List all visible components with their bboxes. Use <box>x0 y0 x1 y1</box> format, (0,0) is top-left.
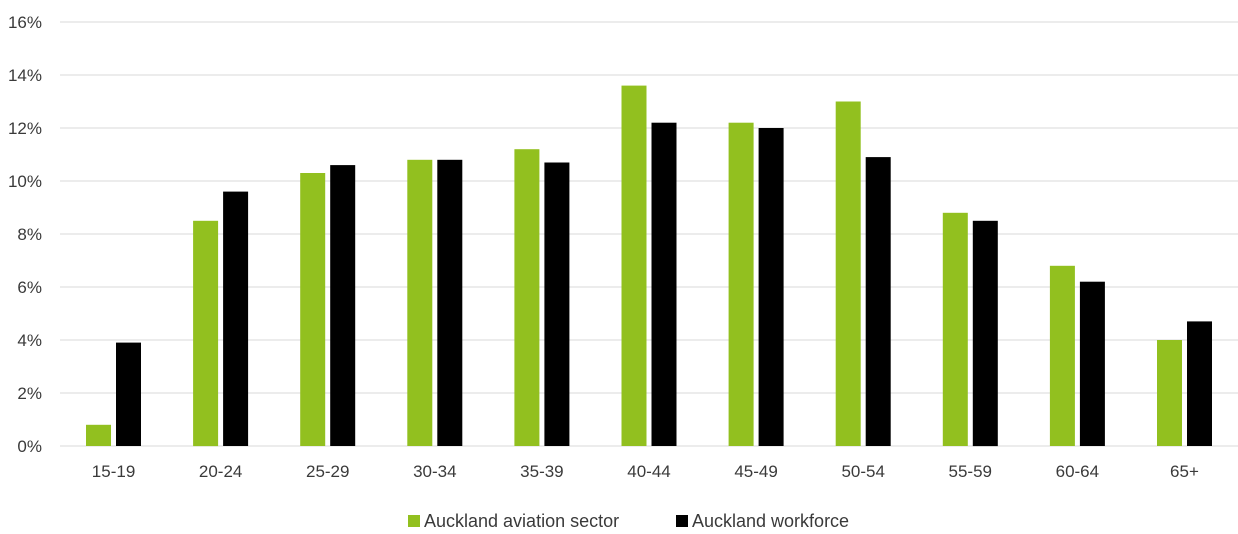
bars <box>86 85 1212 447</box>
bar-workforce-45-49 <box>758 128 784 446</box>
x-tick-label: 35-39 <box>520 462 563 481</box>
bar-workforce-30-34 <box>437 159 463 447</box>
x-tick-label: 20-24 <box>199 462 242 481</box>
bar-aviation-40-44 <box>621 85 647 446</box>
x-axis-tick-labels: 15-19 20-24 25-29 30-34 35-39 40-44 45-49 50-54… <box>92 462 1199 481</box>
y-tick-label: 6% <box>17 278 42 297</box>
bar-workforce-35-39 <box>544 162 570 446</box>
bar-workforce-25-29 <box>330 165 356 446</box>
bar-workforce-60-64 <box>1079 281 1105 446</box>
y-tick-label: 0% <box>17 437 42 456</box>
y-tick-label: 8% <box>17 225 42 244</box>
x-tick-label: 50-54 <box>841 462 884 481</box>
bar-aviation-30-34 <box>407 159 433 447</box>
legend-label-workforce: Auckland workforce <box>692 511 849 531</box>
x-tick-label: 15-19 <box>92 462 135 481</box>
legend-label-aviation: Auckland aviation sector <box>424 511 619 531</box>
y-tick-label: 2% <box>17 384 42 403</box>
gridlines <box>60 21 1238 447</box>
bar-workforce-15-19 <box>116 342 141 446</box>
bar-aviation-65+ <box>1157 340 1182 446</box>
bar-aviation-20-24 <box>193 220 219 447</box>
bar-workforce-20-24 <box>223 191 249 446</box>
x-tick-label: 25-29 <box>306 462 349 481</box>
y-tick-label: 16% <box>8 13 42 32</box>
bar-aviation-60-64 <box>1049 265 1075 446</box>
x-tick-label: 45-49 <box>734 462 777 481</box>
legend: Auckland aviation sector Auckland workfo… <box>408 511 849 531</box>
bar-aviation-55-59 <box>942 212 968 446</box>
bar-workforce-55-59 <box>972 220 998 447</box>
x-tick-label: 65+ <box>1170 462 1199 481</box>
x-tick-label: 40-44 <box>627 462 670 481</box>
legend-swatch-aviation <box>408 515 420 527</box>
bar-workforce-50-54 <box>865 157 891 446</box>
x-tick-label: 55-59 <box>949 462 992 481</box>
bar-workforce-40-44 <box>651 122 677 446</box>
y-axis-tick-labels: 0% 2% 4% 6% 8% 10% 12% 14% 16% <box>8 13 42 456</box>
bar-aviation-25-29 <box>300 173 326 446</box>
y-tick-label: 4% <box>17 331 42 350</box>
bar-workforce-65+ <box>1187 321 1212 446</box>
y-tick-label: 10% <box>8 172 42 191</box>
y-tick-label: 14% <box>8 66 42 85</box>
bar-aviation-15-19 <box>86 424 111 446</box>
bar-aviation-35-39 <box>514 149 540 446</box>
legend-swatch-workforce <box>676 515 688 527</box>
x-tick-label: 60-64 <box>1056 462 1099 481</box>
y-tick-label: 12% <box>8 119 42 138</box>
x-tick-label: 30-34 <box>413 462 456 481</box>
bar-aviation-50-54 <box>835 101 861 446</box>
bar-aviation-45-49 <box>728 122 754 446</box>
